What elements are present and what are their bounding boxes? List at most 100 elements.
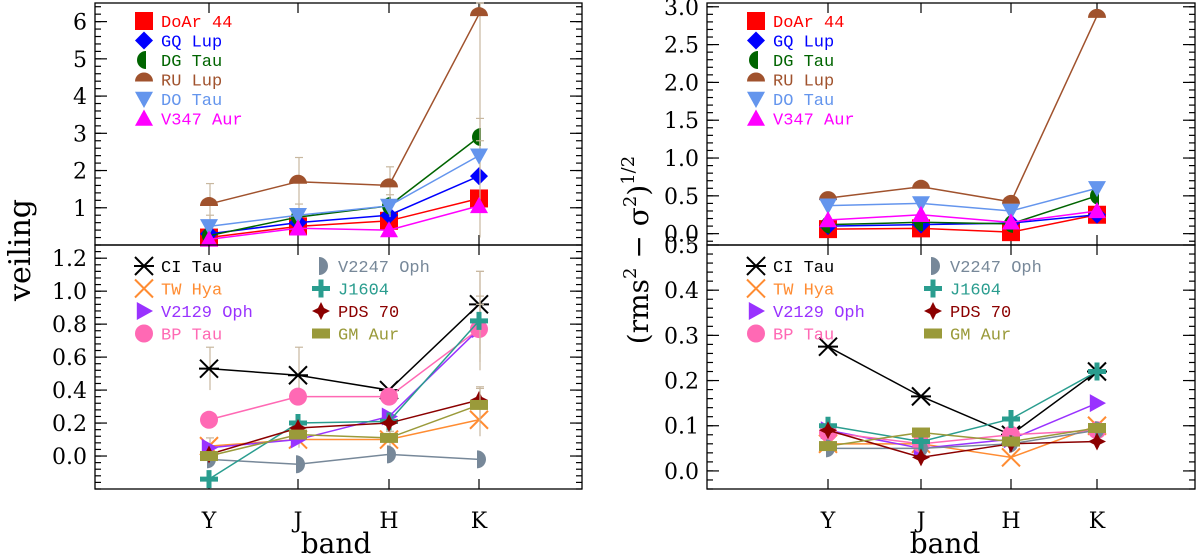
data-point	[819, 421, 837, 440]
x-tick-label: H	[379, 509, 398, 534]
data-point	[296, 455, 305, 474]
series-line	[208, 404, 480, 457]
data-point	[200, 410, 218, 429]
y-tick-label: 6	[73, 11, 87, 36]
series-v2247-oph	[207, 445, 486, 474]
legend-marker	[319, 257, 328, 275]
x-tick-label: J	[292, 509, 303, 534]
legend-marker	[924, 328, 942, 339]
series-pds-70	[200, 386, 488, 464]
y-tick-label: 1.5	[664, 109, 699, 134]
y-tick-label: 0.0	[664, 223, 699, 248]
data-point	[819, 211, 837, 228]
data-point	[819, 441, 837, 452]
data-point	[288, 365, 308, 385]
legend-label: DoAr 44	[161, 14, 232, 33]
series-line	[827, 427, 1098, 447]
legend-label: DG Tau	[773, 53, 834, 72]
data-point	[200, 230, 218, 247]
y-tick-label: 5	[73, 48, 87, 73]
series-line	[208, 399, 480, 456]
y-tick-label: 0.2	[52, 412, 87, 437]
data-point	[199, 358, 219, 379]
data-point	[289, 219, 307, 236]
legend-label: V2247 Oph	[338, 259, 430, 278]
series-line	[827, 214, 1098, 233]
y-tick-label: 1.2	[52, 247, 87, 272]
legend-label: RU Lup	[161, 73, 222, 92]
legend-marker	[134, 278, 154, 299]
series-line	[208, 205, 480, 241]
x-tick-label: K	[471, 509, 488, 534]
legend-marker	[924, 302, 942, 320]
y-tick-label: 0.0	[664, 460, 699, 485]
y-tick-label: 3	[73, 122, 87, 147]
data-point	[470, 196, 488, 214]
legend-label: GM Aur	[950, 327, 1011, 346]
series-line	[208, 328, 480, 449]
legend-marker	[136, 302, 153, 320]
legend-marker	[747, 72, 765, 82]
legend-label: V347 Aur	[773, 112, 855, 131]
legend-label: BP Tau	[161, 327, 222, 346]
right-ylabel-sup1: 2	[620, 268, 641, 279]
y-tick-label: 2.5	[664, 34, 699, 59]
legend-marker	[135, 12, 153, 30]
series-ru-lup	[200, 2, 488, 238]
y-tick-label: 0.4	[664, 279, 699, 304]
legend-label: J1604	[338, 282, 389, 301]
legend-label: V2129 Oph	[161, 304, 253, 323]
axes-frame	[94, 244, 583, 490]
data-point	[1002, 436, 1020, 447]
left-xlabel: band	[301, 527, 372, 559]
right-ylabel-end: )	[622, 185, 655, 196]
data-point	[289, 429, 307, 440]
data-point	[380, 432, 398, 443]
series-ru-lup	[819, 8, 1106, 204]
y-tick-label: 0.8	[52, 313, 87, 338]
legend-label: PDS 70	[950, 304, 1011, 323]
data-point	[1002, 213, 1020, 230]
legend-label: DoAr 44	[773, 14, 844, 33]
data-point	[200, 219, 218, 236]
data-point	[470, 311, 488, 330]
data-point	[470, 148, 488, 165]
series-line	[208, 320, 480, 480]
right-ylabel-base: (rms	[622, 279, 655, 344]
series-line	[827, 15, 1098, 203]
panel-left_bottom: 0.0 0.2 0.4 0.6 0.8 1.0 1.2 Y J H K CI Tau TW Hya V21…	[52, 244, 583, 534]
data-point	[200, 197, 218, 207]
legend-marker	[747, 31, 765, 50]
legend-marker	[924, 279, 942, 298]
x-tick-label: H	[1001, 509, 1020, 534]
series-line	[208, 154, 480, 228]
data-point	[818, 336, 838, 357]
legend-marker	[312, 279, 330, 298]
series-line	[827, 346, 1098, 436]
legend-marker	[746, 278, 766, 299]
data-point	[477, 450, 486, 469]
data-point	[1089, 394, 1106, 413]
legend-marker	[135, 31, 153, 50]
y-tick-label: 1	[73, 197, 87, 222]
right-ylabel: (rms2 − σ2)1/2	[618, 156, 655, 344]
data-point	[472, 128, 481, 147]
data-point	[469, 410, 489, 430]
series-line	[208, 303, 480, 391]
series-line	[208, 197, 480, 239]
legend: CI Tau TW Hya V2129 Oph BP Tau V2247 Oph J160…	[746, 256, 1042, 346]
left-ylabel: veiling	[3, 199, 38, 302]
y-tick-label: 0.4	[52, 379, 87, 404]
data-point	[1088, 181, 1106, 198]
data-point	[289, 387, 307, 406]
data-point	[380, 221, 398, 238]
legend-label: RU Lup	[773, 73, 834, 92]
y-tick-label: 1.0	[664, 147, 699, 172]
data-point	[1088, 362, 1106, 381]
data-point	[1002, 194, 1020, 204]
legend-marker	[135, 72, 153, 82]
legend-marker	[137, 51, 146, 69]
